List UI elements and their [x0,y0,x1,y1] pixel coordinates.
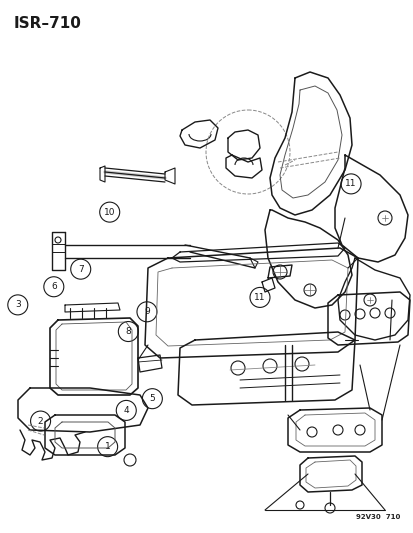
Text: 6: 6 [51,282,57,291]
Text: 4: 4 [123,406,129,415]
Text: 7: 7 [78,265,83,273]
Text: 5: 5 [149,394,155,403]
Text: 11: 11 [344,180,356,188]
Text: 10: 10 [104,208,115,216]
Text: 92V30  710: 92V30 710 [355,514,399,520]
Text: 9: 9 [144,308,150,316]
Text: ISR–710: ISR–710 [14,16,82,31]
Text: 1: 1 [104,442,110,451]
Text: 2: 2 [38,417,43,425]
Text: 11: 11 [254,293,265,302]
Text: 8: 8 [125,327,131,336]
Text: 3: 3 [15,301,21,309]
